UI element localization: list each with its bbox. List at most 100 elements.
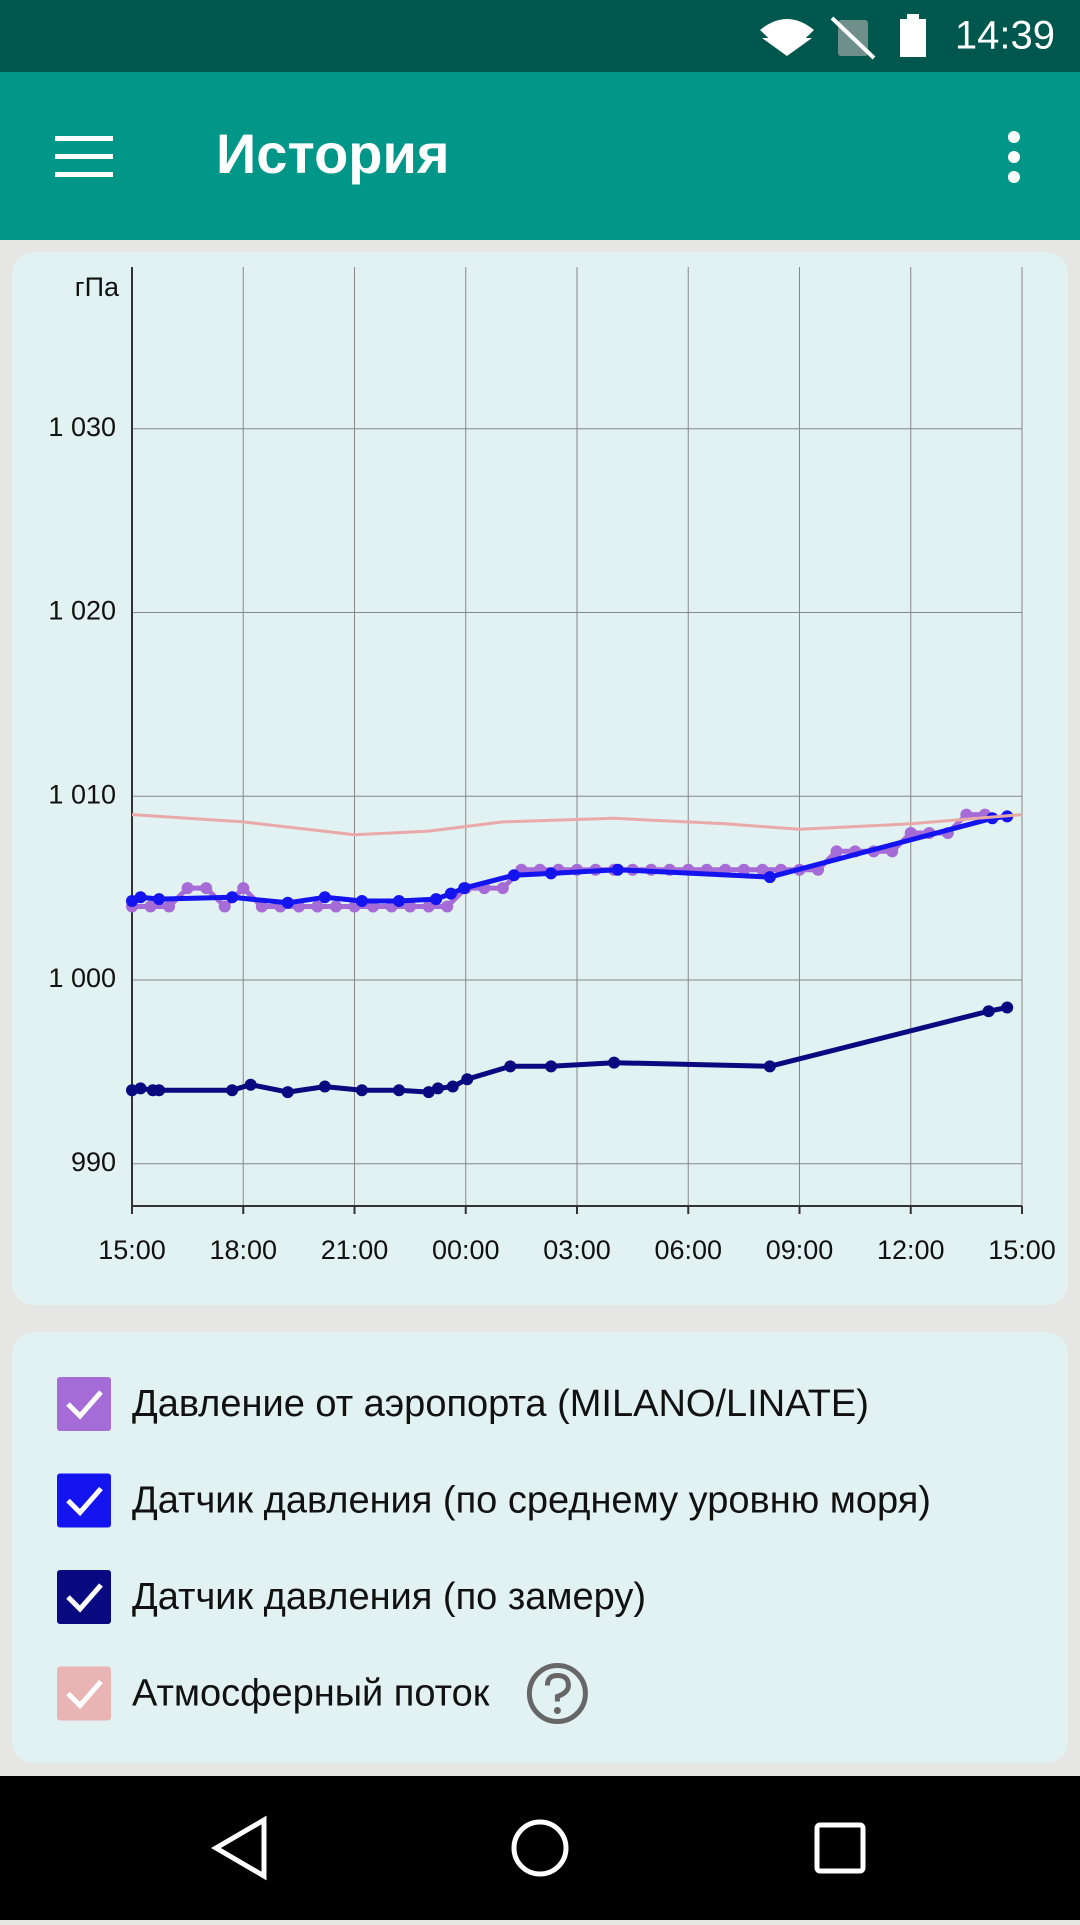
data-point <box>153 893 166 906</box>
x-tick-label: 12:00 <box>877 1235 945 1265</box>
data-point <box>200 882 213 895</box>
menu-line <box>55 136 113 141</box>
data-point <box>226 1084 239 1097</box>
x-tick-label: 09:00 <box>766 1235 834 1265</box>
data-point <box>218 900 231 913</box>
data-point <box>545 867 558 880</box>
y-tick-label: 1 020 <box>48 596 116 626</box>
x-tick-label: 03:00 <box>543 1235 611 1265</box>
series-line <box>131 1005 1008 1095</box>
legend: Давление от аэропорта (MILANO/LINATE) Дат… <box>57 1377 931 1724</box>
x-tick-label: 00:00 <box>432 1235 500 1265</box>
check-mark <box>66 1390 103 1420</box>
data-point <box>611 863 624 876</box>
dot <box>1008 131 1020 143</box>
recents-button[interactable] <box>814 1822 866 1874</box>
menu-line <box>55 172 113 177</box>
data-point <box>134 891 147 904</box>
sim-slash <box>830 16 876 60</box>
dot <box>1008 151 1020 163</box>
data-point <box>608 1056 621 1069</box>
data-point <box>430 893 443 906</box>
data-point <box>393 894 405 907</box>
y-tick-label: 1 000 <box>48 963 116 993</box>
back-button[interactable] <box>211 1815 267 1881</box>
legend-checkbox[interactable] <box>57 1473 111 1528</box>
x-tick-label: 15:00 <box>98 1235 166 1265</box>
y-tick-label: 990 <box>71 1147 116 1177</box>
legend-item[interactable]: Атмосферный поток <box>57 1666 490 1721</box>
data-point <box>982 1005 995 1018</box>
data-point <box>422 1086 435 1099</box>
data-point <box>153 1084 166 1097</box>
legend-label: Датчик давления (по замеру) <box>132 1576 646 1618</box>
legend-item[interactable]: Датчик давления (по среднему уровню моря… <box>57 1473 931 1528</box>
plot: 990 1 000 1 010 1 020 1 030 15:00 18:00 21:00 00… <box>48 267 1056 1265</box>
dot <box>1008 171 1020 183</box>
menu-line <box>55 154 113 159</box>
series-line <box>131 813 1023 837</box>
data-point <box>904 826 917 839</box>
data-point <box>458 882 471 895</box>
check-mark <box>66 1486 103 1517</box>
legend-label: Давление от аэропорта (MILANO/LINATE) <box>132 1383 869 1425</box>
battery-tip <box>907 14 919 20</box>
legend-item[interactable]: Давление от аэропорта (MILANO/LINATE) <box>57 1377 869 1431</box>
data-point <box>431 1082 444 1095</box>
data-point <box>1001 1001 1014 1014</box>
legend-checkbox[interactable] <box>57 1570 111 1624</box>
legend-label: Атмосферный поток <box>132 1673 490 1715</box>
chart-card <box>12 252 1068 1305</box>
data-point <box>830 845 843 858</box>
data-point <box>461 1073 474 1086</box>
data-point <box>441 900 454 913</box>
data-point <box>756 863 769 876</box>
data-point <box>444 887 457 900</box>
legend-item[interactable]: Датчик давления (по замеру) <box>57 1570 646 1624</box>
data-point <box>504 1060 517 1073</box>
data-point <box>507 869 520 882</box>
data-point <box>134 1082 147 1095</box>
home-button[interactable] <box>511 1819 569 1877</box>
wifi-icon <box>760 19 814 56</box>
help-circle <box>526 1663 588 1724</box>
help-button[interactable] <box>526 1663 588 1724</box>
legend-label: Датчик давления (по среднему уровню моря… <box>132 1480 931 1522</box>
menu-button[interactable] <box>55 136 113 177</box>
nav-bar <box>0 1776 1080 1920</box>
data-point <box>763 1060 776 1073</box>
x-tick-label: 06:00 <box>654 1235 722 1265</box>
data-point <box>318 1080 331 1093</box>
y-tick-label: 1 010 <box>48 779 116 809</box>
data-point <box>763 871 776 884</box>
data-point <box>144 900 157 913</box>
data-point <box>255 900 268 913</box>
check-mark <box>66 1583 103 1613</box>
data-point <box>318 891 331 904</box>
battery-icon <box>900 19 926 57</box>
data-point <box>886 845 899 858</box>
data-point <box>393 1084 405 1097</box>
app-title: История <box>216 122 450 185</box>
data-point <box>422 900 435 913</box>
data-point <box>737 863 750 876</box>
data-point <box>311 900 324 913</box>
data-point <box>446 1080 459 1093</box>
legend-checkbox[interactable] <box>57 1666 111 1721</box>
data-point <box>545 1060 558 1073</box>
legend-checkbox[interactable] <box>57 1377 111 1431</box>
status-time: 14:39 <box>955 14 1055 58</box>
x-tick-label: 21:00 <box>321 1235 389 1265</box>
data-point <box>404 900 417 913</box>
data-point <box>163 900 176 913</box>
app-bar <box>0 72 1080 240</box>
data-point <box>226 891 239 904</box>
legend-card <box>12 1332 1068 1763</box>
y-axis-label: гПа <box>75 272 120 302</box>
data-point <box>329 900 342 913</box>
data-point <box>355 1084 368 1097</box>
data-point <box>181 882 194 895</box>
data-point <box>355 894 368 907</box>
overflow-menu[interactable] <box>1008 131 1020 183</box>
